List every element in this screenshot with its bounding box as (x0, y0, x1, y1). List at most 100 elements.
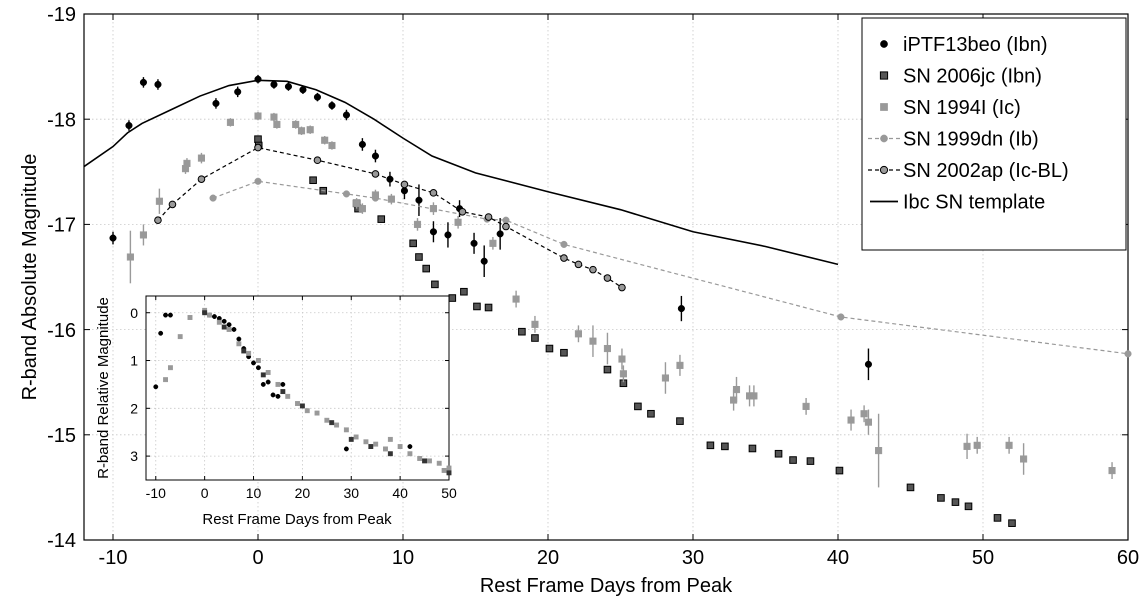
main-iptf13beo-ibn-point (328, 101, 336, 110)
main-sn-1994i-ic-point (155, 197, 163, 205)
main-iptf13beo-ibn-point (470, 239, 478, 247)
main-sn-2006jc-ibn-point (377, 215, 386, 223)
main-sn-1994i-ic-point (183, 159, 191, 167)
inset-others-dark-point (202, 310, 208, 316)
main-sn-2002ap-ic-bl-series (154, 143, 626, 292)
main-sn-2006jc-ibn-point (415, 253, 423, 261)
legend-sn-2006jc-ibn-swatch-marker (879, 71, 889, 80)
inset-iptf13beo-ibn-point (251, 360, 256, 366)
inset-iptf13beo-ibn-point (163, 312, 168, 318)
main-sn-1994i-ic-point (750, 392, 758, 400)
inset-x-tick-label: 40 (392, 485, 408, 501)
main-x-tick-label: 40 (827, 547, 849, 569)
main-iptf13beo-ibn-point (480, 257, 488, 265)
inset-others-point (417, 456, 423, 461)
legend-ibc-sn-template-label: Ibc SN template (903, 192, 1045, 214)
inset-others-point (285, 393, 291, 399)
main-sn-1994i-ic-point (387, 195, 395, 203)
main-sn-2006jc-ibn-point (835, 466, 844, 475)
main-sn-2006jc-ibn-point (1008, 519, 1016, 527)
inset-others-point (383, 446, 388, 452)
inset-others-dark-point (446, 470, 452, 476)
main-sn-2006jc-ibn-point (560, 348, 568, 357)
main-sn-2006jc-ibn-point (545, 344, 554, 353)
main-sn-2002ap-ic-bl-point (197, 175, 206, 183)
main-sn-2002ap-ic-bl-point (371, 170, 380, 178)
main-sn-2002ap-ic-bl-point (168, 200, 177, 209)
main-sn-1994i-ic-point (512, 295, 520, 303)
main-x-tick-label: 30 (682, 547, 704, 569)
main-sn-2002ap-ic-bl-point (603, 274, 612, 282)
main-sn-1994i-ic-point (589, 337, 597, 345)
inset-others-point (397, 444, 403, 449)
main-sn-2002ap-ic-bl-point (574, 260, 583, 269)
main-iptf13beo-ibn-point (254, 75, 262, 83)
inset-others-dark-point (348, 436, 354, 442)
inset-others-point (407, 451, 413, 457)
main-sn-1994i-ic-point (603, 344, 612, 353)
main-sn-1994i-ic-point (619, 370, 627, 378)
main-sn-2006jc-ibn-point (518, 327, 526, 336)
main-sn-2002ap-ic-bl-point (484, 213, 493, 221)
main-y-tick-label: -17 (47, 215, 76, 237)
inset-others-point (304, 408, 310, 414)
main-ibc-sn-template-series (83, 79, 839, 266)
inset-x-tick-label: 50 (441, 485, 457, 501)
main-sn-2006jc-ibn-point (676, 417, 684, 425)
main-sn-2002ap-ic-bl-point (560, 254, 568, 262)
inset-others-point (177, 334, 183, 340)
main-x-tick-label: -10 (99, 547, 128, 569)
inset-others-point (207, 312, 212, 318)
main-sn-1994i-ic-point (139, 231, 147, 239)
main-y-tick-label: -14 (47, 530, 76, 552)
inset-others-point (246, 350, 252, 356)
legend-sn-2006jc-ibn-label: SN 2006jc (Ibn) (903, 66, 1042, 88)
main-x-tick-label: 20 (537, 547, 559, 569)
main-sn-1994i-ic-point (864, 418, 873, 426)
main-axis-ticks: -10 0 10 20 30 40 50 60-19-18-17-16-15-14 (47, 4, 1139, 569)
main-sn-2006jc-ibn-point (634, 402, 642, 411)
main-iptf13beo-ibn-point (125, 121, 133, 130)
inset-iptf13beo-ibn-point (255, 365, 261, 371)
main-sn-1994i-ic-point (847, 416, 855, 424)
inset-others-point (163, 377, 168, 383)
main-sn-1994i-ic-point (1005, 441, 1013, 449)
main-sn-2002ap-ic-bl-point (502, 222, 510, 231)
legend-sn-1994i-ic-label: SN 1994I (Ic) (903, 97, 1021, 119)
inset-x-tick-label: -10 (146, 485, 166, 501)
main-sn-2006jc-ibn-point (603, 365, 612, 374)
main-iptf13beo-ibn-point (109, 234, 117, 242)
main-sn-1999dn-ib-point (209, 194, 217, 202)
main-sn-2002ap-ic-bl-point (154, 216, 162, 224)
inset-others-point (226, 327, 232, 332)
inset-others-point (187, 315, 193, 320)
main-sn-1994i-ic-point (297, 127, 306, 135)
main-sn-1994i-ic-point (618, 355, 626, 363)
inset-others-point (343, 427, 349, 433)
inset-others-point (295, 401, 300, 406)
inset-x-tick-label: 30 (343, 485, 359, 501)
main-iptf13beo-ibn-point (154, 80, 162, 89)
main-iptf13beo-ibn-point (342, 111, 351, 119)
inset-others-point (387, 436, 393, 442)
main-sn-2006jc-ibn-point (422, 264, 430, 273)
main-sn-1994i-ic-point (270, 113, 278, 121)
main-sn-1994i-ic-point (732, 386, 741, 394)
inset-iptf13beo-ibn-point (407, 444, 413, 449)
inset-y-axis-label: R-band Relative Magnitude (95, 297, 112, 479)
main-y-tick-label: -16 (47, 320, 76, 342)
main-sn-2006jc-ibn-point (906, 483, 915, 492)
main-sn-1994i-ic-point (875, 447, 883, 455)
main-iptf13beo-ibn-point (212, 99, 220, 107)
main-sn-2002ap-ic-bl-point (313, 156, 322, 165)
main-x-tick-label: 50 (972, 547, 994, 569)
main-sn-1994i-ic-point (1108, 467, 1116, 475)
main-sn-2006jc-ibn-point (473, 302, 481, 311)
legend-sn-2002ap-ic-bl-swatch-marker (879, 165, 889, 175)
main-iptf13beo-ibn-point (371, 152, 380, 160)
inset-others-point (236, 341, 242, 347)
main-sn-2006jc-ibn-point (431, 280, 439, 289)
main-sn-2006jc-ibn-point (937, 494, 945, 502)
inset-background (146, 296, 449, 480)
inset-others-dark-series (202, 310, 452, 476)
